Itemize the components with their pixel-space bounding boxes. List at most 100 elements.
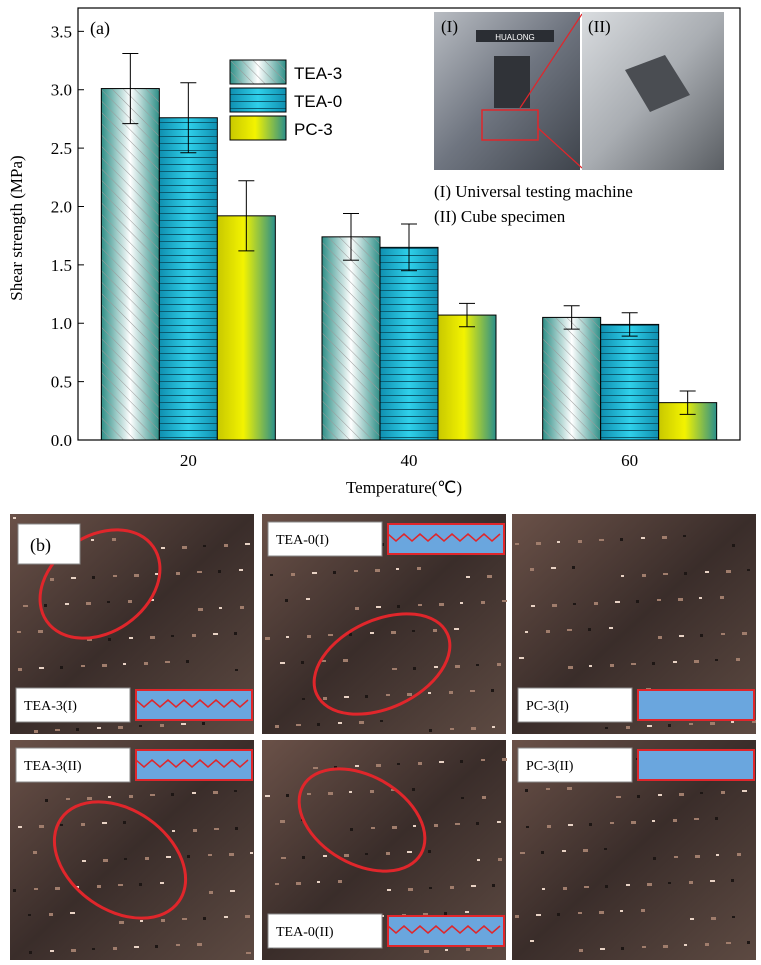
- rough-interface-line: [387, 924, 501, 934]
- texture-speck: [81, 665, 85, 667]
- inset-connector-top: [519, 13, 583, 109]
- machine-crosshead: [476, 30, 554, 42]
- texture-speck: [176, 944, 180, 946]
- texture-speck: [202, 722, 205, 725]
- texture-speck: [50, 578, 54, 581]
- texture-speck: [653, 857, 656, 860]
- texture-speck: [450, 728, 454, 730]
- rough-interface-line: [135, 758, 249, 768]
- texture-speck: [245, 915, 250, 918]
- texture-speck: [752, 720, 756, 723]
- texture-speck: [234, 632, 237, 635]
- y-tick-label: 3.5: [51, 22, 72, 41]
- texture-speck: [208, 854, 212, 856]
- texture-speck: [214, 828, 219, 830]
- texture-speck: [589, 823, 592, 826]
- texture-speck: [477, 859, 480, 861]
- texture-speck: [424, 950, 429, 953]
- texture-speck: [444, 912, 447, 915]
- texture-speck: [182, 918, 187, 920]
- x-tick-label: 60: [621, 451, 638, 470]
- photo-label-box: [15, 687, 131, 723]
- texture-speck: [407, 693, 412, 696]
- texture-speck: [568, 666, 573, 669]
- texture-speck: [429, 729, 432, 732]
- texture-speck: [192, 634, 196, 637]
- fracture-photo: PC-3(II): [512, 740, 756, 960]
- y-tick-label: 3.0: [51, 81, 72, 100]
- texture-speck: [313, 767, 318, 769]
- texture-speck: [567, 629, 572, 631]
- texture-speck: [413, 825, 416, 827]
- inset-tag-i: (I): [441, 17, 458, 36]
- texture-speck: [694, 660, 699, 663]
- texture-speck: [81, 823, 85, 826]
- texture-speck: [328, 792, 333, 795]
- texture-speck: [711, 917, 716, 920]
- interface-profile-box: [637, 749, 755, 781]
- texture-speck: [34, 730, 38, 733]
- texture-speck: [491, 689, 494, 692]
- texture-speck: [29, 951, 32, 954]
- texture-speck: [391, 789, 396, 791]
- texture-speck: [230, 890, 235, 892]
- texture-speck: [396, 568, 399, 570]
- texture-speck: [286, 794, 289, 797]
- y-tick-label: 2.5: [51, 139, 72, 158]
- texture-speck: [487, 947, 492, 949]
- texture-speck: [408, 888, 413, 891]
- panel-label-b-box: (b): [17, 523, 81, 565]
- texture-speck: [720, 596, 724, 599]
- texture-speck: [689, 723, 693, 725]
- photo-label: TEA-3(II): [24, 759, 82, 774]
- texture-speck: [306, 598, 310, 600]
- texture-speck: [245, 543, 250, 545]
- texture-speck: [502, 600, 507, 602]
- texture-speck: [678, 598, 683, 601]
- texture-speck: [235, 827, 238, 830]
- texture-speck: [465, 911, 469, 913]
- texture-speck: [82, 860, 86, 862]
- texture-speck: [139, 883, 142, 886]
- texture-speck: [515, 915, 519, 918]
- texture-speck: [525, 631, 528, 633]
- texture-speck: [112, 538, 116, 541]
- texture-speck: [124, 858, 127, 860]
- texture-speck: [129, 637, 133, 639]
- texture-speck: [492, 884, 495, 887]
- bar-pc-3: [438, 315, 496, 440]
- texture-speck: [160, 724, 164, 727]
- photo-grid: TEA-3(I) TEA-0(I) PC-3(I) TEA-3(II) TEA-0(II…: [10, 514, 756, 960]
- texture-speck: [642, 574, 646, 577]
- texture-speck: [412, 630, 415, 632]
- texture-speck: [323, 855, 327, 857]
- texture-speck: [87, 797, 92, 800]
- texture-speck: [13, 517, 16, 519]
- texture-speck: [397, 763, 400, 765]
- texture-speck: [91, 539, 94, 541]
- texture-speck: [365, 853, 368, 855]
- texture-speck: [526, 826, 529, 828]
- texture-speck: [700, 634, 703, 637]
- texture-speck: [519, 657, 524, 659]
- texture-speck: [365, 695, 368, 698]
- texture-speck: [301, 661, 304, 664]
- texture-speck: [620, 538, 623, 541]
- texture-speck: [55, 729, 60, 731]
- texture-speck: [652, 820, 655, 822]
- texture-speck: [731, 879, 734, 882]
- texture-speck: [76, 728, 79, 731]
- texture-speck: [455, 665, 460, 668]
- texture-speck: [668, 724, 671, 727]
- legend-swatch-outline: [229, 115, 287, 141]
- photo-label-box: [267, 913, 383, 949]
- texture-speck: [605, 727, 608, 729]
- texture-speck: [28, 914, 31, 916]
- texture-speck: [103, 859, 108, 862]
- texture-speck: [155, 945, 158, 948]
- texture-speck: [213, 791, 218, 794]
- texture-speck: [466, 948, 470, 951]
- texture-speck: [113, 575, 117, 577]
- photo-label-box: [517, 687, 633, 723]
- texture-speck: [370, 790, 374, 793]
